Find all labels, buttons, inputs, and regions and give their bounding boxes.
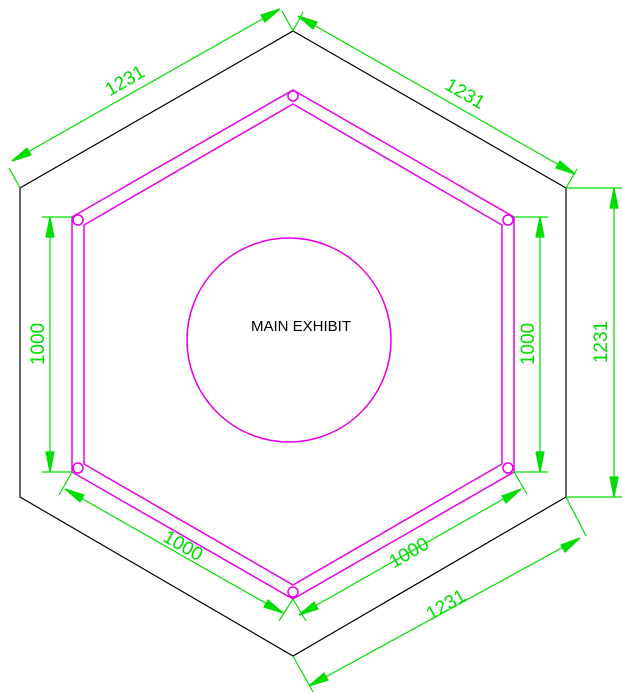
main-exhibit-circle bbox=[186, 237, 392, 443]
inner-hexagon bbox=[71, 89, 515, 600]
corner-post-bottom-right bbox=[502, 462, 514, 474]
dimension-label: 1000 bbox=[386, 534, 433, 573]
dimension-label: 1231 bbox=[591, 321, 612, 363]
dimension-inner-left: 1000 bbox=[28, 216, 72, 473]
corner-post-top-right bbox=[502, 214, 514, 226]
dimension-label: 1000 bbox=[159, 527, 206, 566]
outer-hexagon bbox=[19, 30, 567, 657]
dimension-inner-right: 1000 bbox=[514, 216, 548, 473]
inner-hexagon-outer-edge bbox=[71, 89, 515, 600]
corner-post-bottom-left bbox=[72, 462, 84, 474]
dimensions: 1231 1231 1231 1231 bbox=[8, 8, 622, 693]
dimension-outer-bottom-right: 1231 bbox=[292, 496, 587, 693]
inner-hexagon-inner-edge bbox=[83, 103, 503, 586]
dimension-label: 1000 bbox=[518, 323, 539, 365]
dimension-inner-bottom-left: 1000 bbox=[58, 471, 294, 622]
dimension-label: 1231 bbox=[102, 62, 149, 101]
dimension-inner-bottom-right: 1000 bbox=[292, 471, 528, 622]
dimension-label: 1000 bbox=[28, 323, 49, 365]
corner-post-top bbox=[287, 90, 299, 102]
dimension-outer-top-right: 1231 bbox=[292, 11, 578, 189]
dimension-outer-top-left: 1231 bbox=[8, 8, 294, 189]
dimension-label: 1231 bbox=[441, 75, 488, 114]
corner-post-bottom bbox=[287, 586, 299, 598]
main-exhibit-label: MAIN EXHIBIT bbox=[251, 318, 351, 335]
dimension-label: 1231 bbox=[423, 586, 470, 625]
corner-post-top-left bbox=[72, 214, 84, 226]
dimension-outer-right: 1231 bbox=[566, 187, 622, 498]
